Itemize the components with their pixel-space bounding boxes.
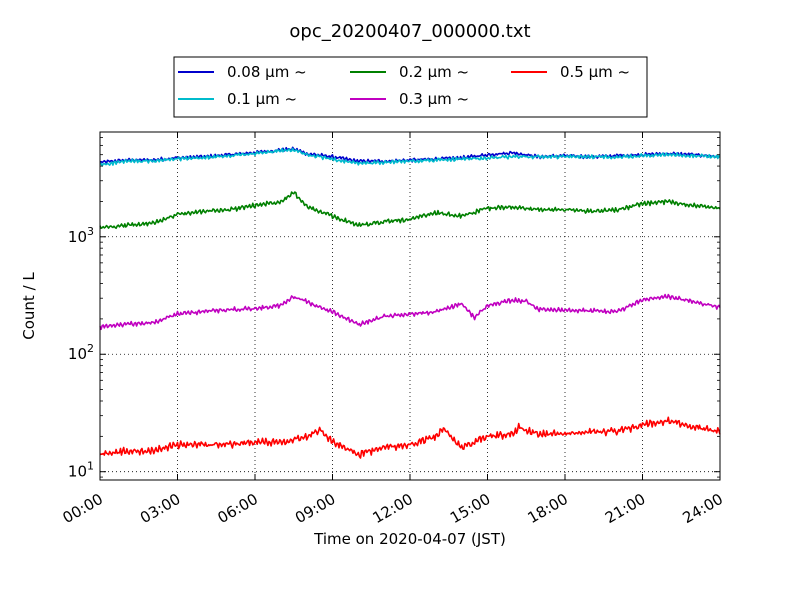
series-line: [99, 293, 721, 331]
x-tick-label: 15:00: [447, 490, 493, 527]
y-axis-label: Count / L: [20, 272, 38, 340]
ticks: 00:00 03:00 06:00 09:00 12:00 15:00 18:00 21:00…: [60, 132, 726, 527]
legend-entry: 0.3 μm ~: [399, 90, 469, 108]
x-tick-label: 03:00: [137, 490, 183, 527]
x-tick-label: 21:00: [602, 490, 648, 527]
x-axis-label: Time on 2020-04-07 (JST): [313, 530, 506, 548]
y-tick-label: 102: [68, 342, 94, 363]
x-tick-label: 09:00: [292, 490, 338, 527]
x-tick-label: 06:00: [215, 490, 261, 527]
x-tick-label: 18:00: [525, 490, 571, 527]
x-tick-label: 24:00: [680, 490, 726, 527]
series-line: [99, 416, 721, 459]
y-tick-label: 103: [68, 225, 94, 246]
y-tick-label: 101: [68, 460, 94, 481]
legend-entry: 0.08 μm ~: [227, 63, 307, 81]
series-layer: [99, 146, 721, 459]
legend-entry: 0.5 μm ~: [560, 63, 630, 81]
series-line: [100, 147, 721, 167]
x-tick-label: 12:00: [370, 490, 416, 527]
series-line: [99, 191, 721, 230]
legend-box: [173, 56, 648, 118]
grid: [100, 132, 720, 480]
x-tick-label: 00:00: [60, 490, 106, 527]
chart-title: opc_20200407_000000.txt: [289, 21, 530, 42]
legend-entry: 0.2 μm ~: [399, 63, 469, 81]
legend: 0.08 μm ~ 0.1 μm ~ 0.2 μm ~ 0.3 μm ~ 0.5 μm …: [173, 56, 648, 118]
legend-entry: 0.1 μm ~: [227, 90, 297, 108]
